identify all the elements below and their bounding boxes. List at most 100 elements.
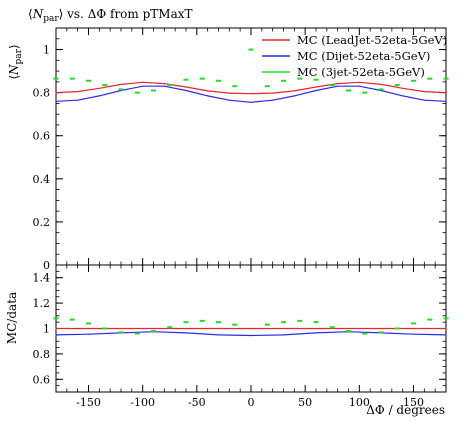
data-point <box>378 331 384 334</box>
x-tick-label: 100 <box>349 396 370 409</box>
data-point <box>380 83 382 86</box>
series-mc-dijet-52eta-5gev- <box>55 331 447 337</box>
data-point <box>380 327 382 330</box>
data-point <box>264 85 270 88</box>
data-point <box>185 332 187 334</box>
y-tick-label: 1 <box>43 44 50 57</box>
data-point <box>402 87 404 89</box>
data-point <box>412 333 415 335</box>
data-point <box>216 79 221 82</box>
data-point <box>55 92 57 94</box>
legend-label: MC (3jet-52eta-5GeV) <box>297 65 425 79</box>
data-point <box>297 319 303 322</box>
ratio-y-axis-label: MC/data <box>5 292 19 344</box>
data-point <box>199 77 205 80</box>
data-point <box>87 327 90 330</box>
data-point <box>77 90 79 93</box>
y-tick-label: 0.8 <box>33 348 51 361</box>
data-point <box>185 89 187 92</box>
data-point <box>272 92 274 94</box>
y-tick-label: 0.4 <box>33 173 51 186</box>
data-point <box>86 79 91 82</box>
data-point <box>313 321 319 324</box>
legend: MC (LeadJet-52eta-5GeV) MC (Dijet-52eta-5… <box>262 33 447 79</box>
series-mc-leadjet-52eta-5gev- <box>55 327 447 330</box>
data-point <box>207 90 209 92</box>
y-tick-label: 1.4 <box>33 272 51 285</box>
data-point <box>217 334 220 336</box>
data-point <box>120 327 122 330</box>
data-point <box>199 319 205 322</box>
data-point <box>183 321 189 324</box>
data-point <box>248 48 254 51</box>
chart-title: ⟨Npar⟩ vs. ΔΦ from pTMaxT <box>28 7 193 24</box>
y-tick-label: 0.2 <box>33 216 51 229</box>
data-point <box>394 327 400 330</box>
data-point <box>358 81 360 83</box>
legend-entry: MC (3jet-52eta-5GeV) <box>262 65 425 79</box>
data-point <box>423 90 425 93</box>
data-point <box>163 82 165 85</box>
data-point <box>250 93 252 95</box>
data-point <box>77 99 79 101</box>
legend-entry: MC (LeadJet-52eta-5GeV) <box>262 33 447 47</box>
main-plot-panel: 0 0.2 0.4 0.6 0.8 1 <box>33 27 449 272</box>
legend-label: MC (LeadJet-52eta-5GeV) <box>297 33 447 47</box>
data-point <box>264 323 270 326</box>
data-point <box>427 318 433 321</box>
data-point <box>118 88 124 91</box>
data-point <box>293 90 295 92</box>
data-point <box>402 95 404 97</box>
data-point <box>102 327 108 330</box>
data-point <box>315 86 317 88</box>
data-point <box>55 334 57 336</box>
data-point <box>228 92 230 94</box>
data-point <box>250 334 252 337</box>
data-point <box>362 91 368 94</box>
data-point <box>346 330 351 333</box>
data-point <box>394 84 400 87</box>
data-point <box>281 321 286 324</box>
data-point <box>142 85 144 87</box>
data-point <box>102 84 108 87</box>
data-point <box>151 330 156 333</box>
data-point <box>167 84 173 87</box>
data-point <box>134 332 140 335</box>
data-point <box>272 99 274 101</box>
data-point <box>55 327 57 330</box>
data-point <box>232 323 238 326</box>
data-point <box>53 77 59 80</box>
data-point <box>411 79 416 82</box>
data-point <box>423 99 425 101</box>
data-point <box>445 92 447 94</box>
series-mc-dijet-52eta-5gev- <box>55 85 447 103</box>
data-point <box>69 77 75 80</box>
data-point <box>185 86 187 88</box>
data-point <box>167 326 173 329</box>
data-point <box>411 322 416 325</box>
x-axis-label: ΔΦ / degrees <box>366 403 445 417</box>
data-point <box>315 332 317 334</box>
data-point <box>362 332 368 335</box>
x-tick-label: -100 <box>130 396 155 409</box>
data-point <box>207 95 209 97</box>
data-point <box>445 100 447 102</box>
y-tick-label: 0.8 <box>33 87 51 100</box>
y-tick-label: 0 <box>43 259 50 272</box>
data-point <box>293 95 295 97</box>
x-tick-label: 150 <box>403 396 424 409</box>
data-point <box>329 326 335 329</box>
data-point <box>152 327 155 330</box>
main-plot-frame <box>55 27 447 266</box>
data-point <box>228 99 230 101</box>
data-point <box>445 327 447 330</box>
data-point <box>378 88 384 91</box>
data-point <box>163 85 165 87</box>
data-point <box>216 321 221 324</box>
data-point <box>337 85 339 87</box>
data-point <box>86 322 91 325</box>
data-point <box>315 327 317 330</box>
data-point <box>297 77 303 80</box>
legend-entry: MC (Dijet-52eta-5GeV) <box>262 49 430 63</box>
